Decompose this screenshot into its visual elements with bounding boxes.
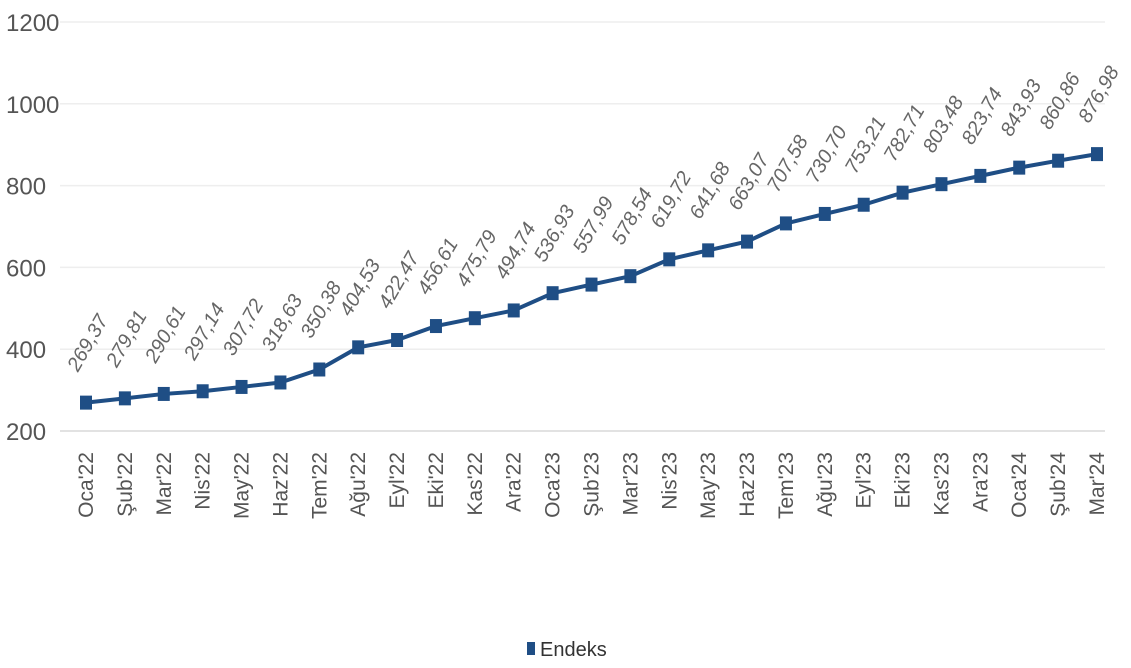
data-point-marker <box>313 362 326 377</box>
x-tick-label: May'22 <box>231 452 254 519</box>
y-axis-ticks: 200 400 600 800 1000 1200 <box>6 10 59 446</box>
data-labels: 269,37279,81290,61297,14307,72318,63350,… <box>63 63 1124 376</box>
data-point-marker <box>1013 160 1026 175</box>
data-label: 475,79 <box>452 227 502 291</box>
data-label: 730,70 <box>802 122 852 186</box>
x-tick-label: Mar'24 <box>1086 452 1109 516</box>
data-point-marker <box>585 277 598 292</box>
data-point-marker <box>935 177 948 192</box>
x-tick-label: Eki'22 <box>425 452 448 509</box>
data-point-marker <box>507 303 520 318</box>
data-point-marker <box>857 197 870 212</box>
data-label: 318,63 <box>258 291 308 355</box>
y-tick-label: 400 <box>6 337 46 364</box>
data-point-marker <box>468 311 481 326</box>
data-label: 641,68 <box>685 159 735 223</box>
legend-swatch-endeks <box>527 642 535 655</box>
x-tick-label: Ağu'23 <box>814 452 837 517</box>
data-point-marker <box>741 234 754 249</box>
y-tick-label: 200 <box>6 419 46 446</box>
data-point-marker <box>624 269 637 284</box>
data-label: 860,86 <box>1035 68 1085 133</box>
data-point-marker <box>546 286 559 301</box>
data-label: 823,74 <box>958 84 1008 148</box>
data-point-marker <box>818 206 831 221</box>
data-label: 297,14 <box>179 300 229 365</box>
data-label: 557,99 <box>569 193 619 257</box>
x-tick-label: Haz'22 <box>269 452 292 517</box>
data-point-marker <box>702 243 715 258</box>
x-tick-label: Kas'22 <box>464 452 487 516</box>
y-tick-label: 1000 <box>6 92 59 119</box>
x-tick-label: Nis'23 <box>658 452 681 510</box>
legend-label-endeks: Endeks <box>540 639 607 661</box>
x-tick-label: Eyl'22 <box>386 452 409 509</box>
data-point-marker <box>391 333 404 348</box>
data-label: 843,93 <box>997 76 1047 140</box>
data-point-marker <box>663 252 676 267</box>
data-point-marker <box>196 384 209 399</box>
legend: Endeks <box>527 639 607 661</box>
x-tick-label: Eyl'23 <box>853 452 876 509</box>
data-point-marker <box>429 319 442 334</box>
data-point-marker <box>235 379 248 394</box>
data-point-marker <box>118 391 131 406</box>
y-tick-label: 1200 <box>6 10 59 37</box>
data-label: 290,61 <box>141 302 191 367</box>
data-point-marker <box>352 340 365 355</box>
data-label: 279,81 <box>102 307 152 372</box>
data-label: 803,48 <box>919 93 969 157</box>
y-tick-label: 600 <box>6 255 46 282</box>
data-label: 876,98 <box>1074 63 1124 127</box>
x-tick-label: Eki'23 <box>892 452 915 509</box>
data-label: 456,61 <box>413 235 463 299</box>
data-point-marker <box>80 395 92 410</box>
data-point-marker <box>1091 147 1103 162</box>
x-tick-label: Şub'23 <box>581 452 604 517</box>
x-tick-label: Oca'22 <box>75 452 98 518</box>
series-endeks <box>80 147 1103 410</box>
data-label: 782,71 <box>880 101 930 165</box>
data-point-marker <box>974 168 987 183</box>
x-tick-label: Tem'23 <box>775 452 798 519</box>
x-axis-ticks: Oca'22 Şub'22 Mar'22 Nis'22 May'22 Haz'22 Tem'… <box>75 452 1109 519</box>
x-tick-label: Tem'22 <box>308 452 331 519</box>
x-tick-label: Haz'23 <box>736 452 759 517</box>
grid-lines <box>60 21 1105 350</box>
x-tick-label: May'23 <box>697 452 720 519</box>
x-tick-label: Nis'22 <box>192 452 215 510</box>
data-point-marker <box>896 185 909 200</box>
x-tick-label: Mar'23 <box>619 452 642 516</box>
x-tick-label: Kas'23 <box>930 452 953 516</box>
x-tick-label: Şub'24 <box>1047 452 1070 517</box>
x-tick-label: Ara'22 <box>503 452 526 512</box>
data-label: 753,21 <box>841 113 891 177</box>
x-tick-label: Oca'24 <box>1008 452 1031 518</box>
data-point-marker <box>274 375 287 390</box>
data-point-marker <box>779 216 792 231</box>
data-point-marker <box>1052 153 1065 168</box>
y-tick-label: 800 <box>6 174 46 201</box>
x-tick-label: Ağu'22 <box>347 452 370 517</box>
x-tick-label: Ara'23 <box>969 452 992 512</box>
data-point-marker <box>157 386 170 401</box>
x-tick-label: Mar'22 <box>153 452 176 516</box>
data-label: 269,37 <box>63 310 114 376</box>
x-tick-label: Oca'23 <box>542 452 565 518</box>
x-tick-label: Şub'22 <box>114 452 137 517</box>
